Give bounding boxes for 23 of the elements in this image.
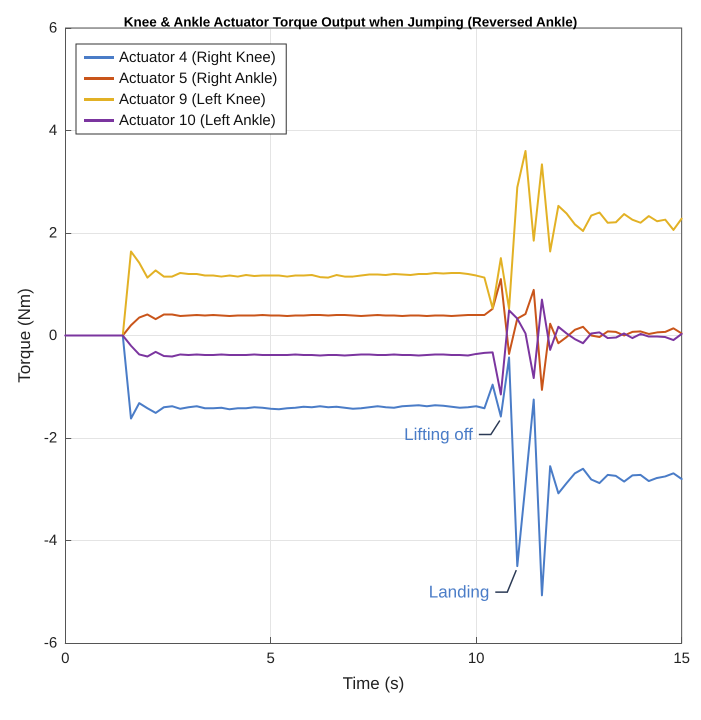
- y-tick-label: 6: [48, 20, 58, 36]
- y-tick-label: 2: [48, 224, 58, 242]
- y-tick-label: -2: [44, 430, 58, 446]
- x-tick-label: 10: [468, 650, 485, 667]
- legend-label: Actuator 5 (Right Ankle): [119, 70, 278, 87]
- y-axis-title: Torque (Nm): [15, 288, 34, 383]
- annotation: Landing: [428, 582, 490, 602]
- legend-label: Actuator 4 (Right Knee): [119, 49, 276, 66]
- annotation: Lifting off: [404, 424, 474, 444]
- x-axis-title: Time (s): [342, 674, 404, 693]
- line-series: [122, 278, 683, 391]
- line-series: [64, 298, 683, 396]
- y-tick-label: 0: [48, 327, 58, 344]
- line-series: [122, 150, 683, 336]
- y-tick-label: -6: [44, 634, 58, 652]
- legend-label: Actuator 10 (Left Ankle): [119, 112, 276, 129]
- x-tick-label: 15: [673, 650, 690, 667]
- chart-title: Knee & Ankle Actuator Torque Output when Jumping (Reversed Ankle): [124, 14, 578, 30]
- y-tick-label: -4: [44, 532, 58, 549]
- legend-label: Actuator 9 (Left Knee): [119, 91, 266, 108]
- x-tick-label: 5: [266, 650, 275, 667]
- x-tick-label: 0: [61, 650, 70, 667]
- y-tick-label: 4: [48, 122, 58, 139]
